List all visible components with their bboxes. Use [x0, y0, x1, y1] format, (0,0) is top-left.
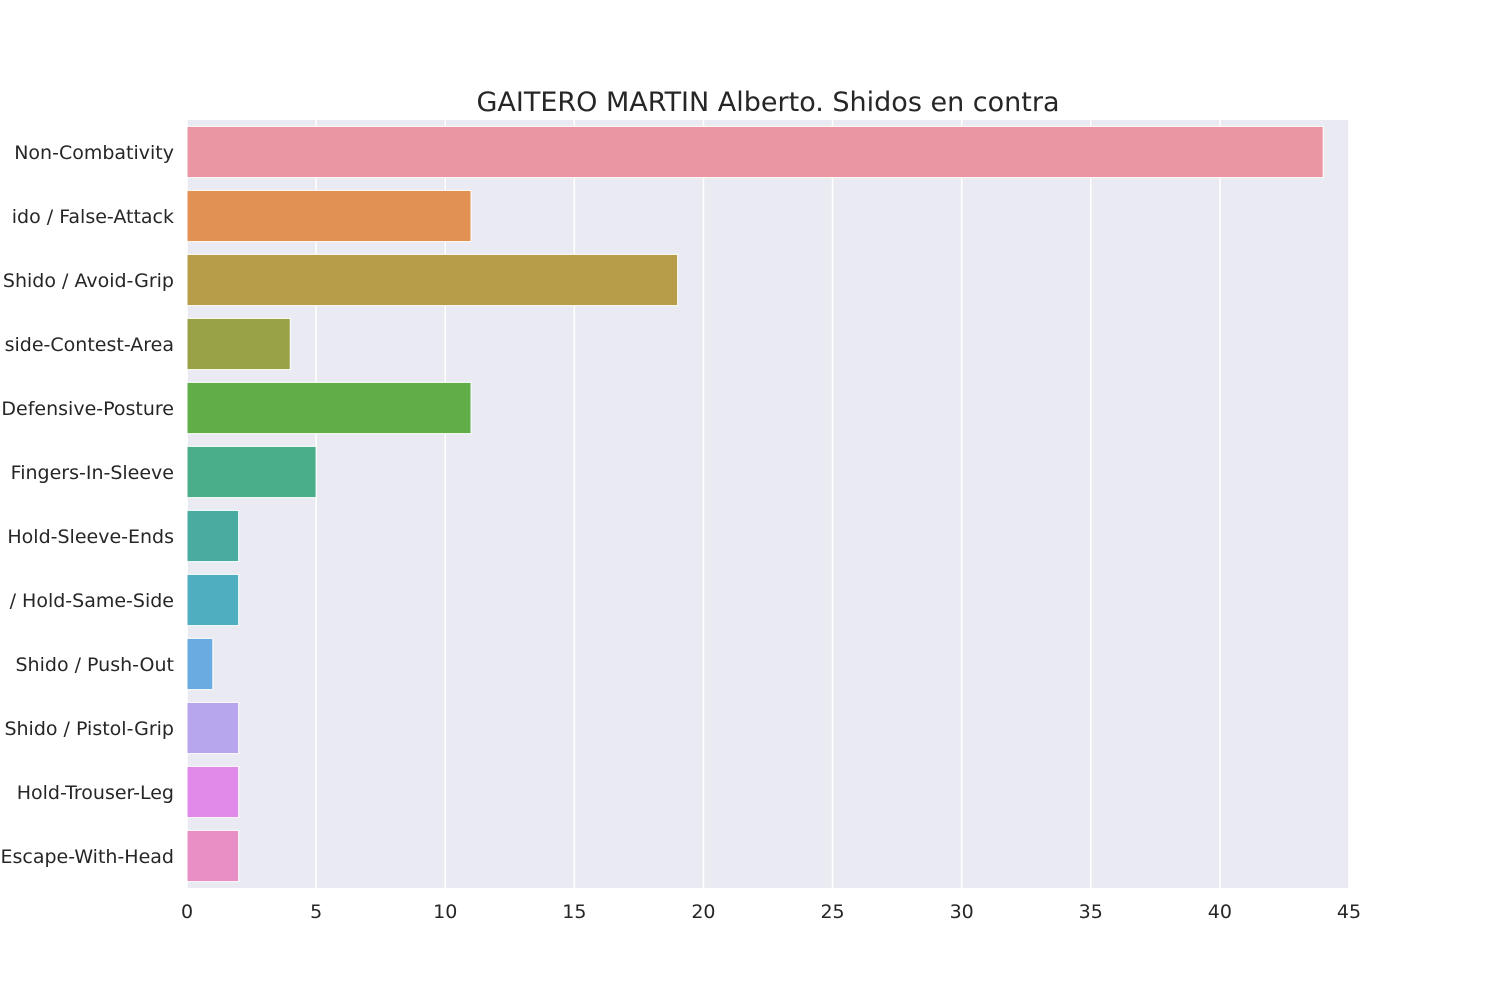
- bar: [186, 125, 1324, 179]
- y-tick-labels: Non-Combativity ido / False-Attack Shido /…: [0, 142, 174, 868]
- y-tick-label: Escape-With-Head: [0, 846, 174, 868]
- bars: [186, 125, 1324, 883]
- y-tick-label: Fingers-In-Sleeve: [11, 462, 174, 484]
- bar: [186, 381, 472, 435]
- bar: [186, 701, 240, 755]
- x-tick-label: 20: [691, 901, 715, 923]
- bar: [186, 765, 240, 819]
- x-tick-label: 40: [1208, 901, 1232, 923]
- y-tick-label: Hold-Trouser-Leg: [17, 782, 174, 804]
- x-tick-label: 30: [950, 901, 974, 923]
- bar: [186, 445, 317, 499]
- bar: [186, 829, 240, 883]
- y-tick-label: Shido / Pistol-Grip: [4, 718, 174, 740]
- y-tick-label: Hold-Sleeve-Ends: [7, 526, 174, 548]
- y-tick-label: ido / False-Attack: [12, 206, 174, 228]
- x-tick-label: 45: [1337, 901, 1361, 923]
- x-tick-label: 35: [1079, 901, 1103, 923]
- x-tick-label: 5: [310, 901, 322, 923]
- y-tick-label: Shido / Avoid-Grip: [3, 270, 174, 292]
- y-tick-label: Defensive-Posture: [1, 398, 174, 420]
- y-tick-label: side-Contest-Area: [5, 334, 174, 356]
- x-tick-labels: 0 5 10 15 20 25 30 35 40 45: [181, 901, 1361, 923]
- x-tick-label: 25: [820, 901, 844, 923]
- bar: [186, 189, 472, 243]
- plot-background: [187, 120, 1349, 888]
- x-tick-label: 15: [562, 901, 586, 923]
- y-tick-label: Shido / Push-Out: [16, 654, 175, 676]
- chart-title: GAITERO MARTIN Alberto. Shidos en contra: [477, 87, 1060, 118]
- grid-lines: [186, 120, 1350, 888]
- bar: [186, 253, 679, 307]
- y-tick-label: / Hold-Same-Side: [10, 590, 174, 612]
- bar: [186, 509, 240, 563]
- x-tick-label: 10: [433, 901, 457, 923]
- bar: [186, 573, 240, 627]
- bar: [186, 317, 291, 371]
- y-tick-label: Non-Combativity: [14, 142, 174, 164]
- x-tick-label: 0: [181, 901, 193, 923]
- bar: [186, 637, 214, 691]
